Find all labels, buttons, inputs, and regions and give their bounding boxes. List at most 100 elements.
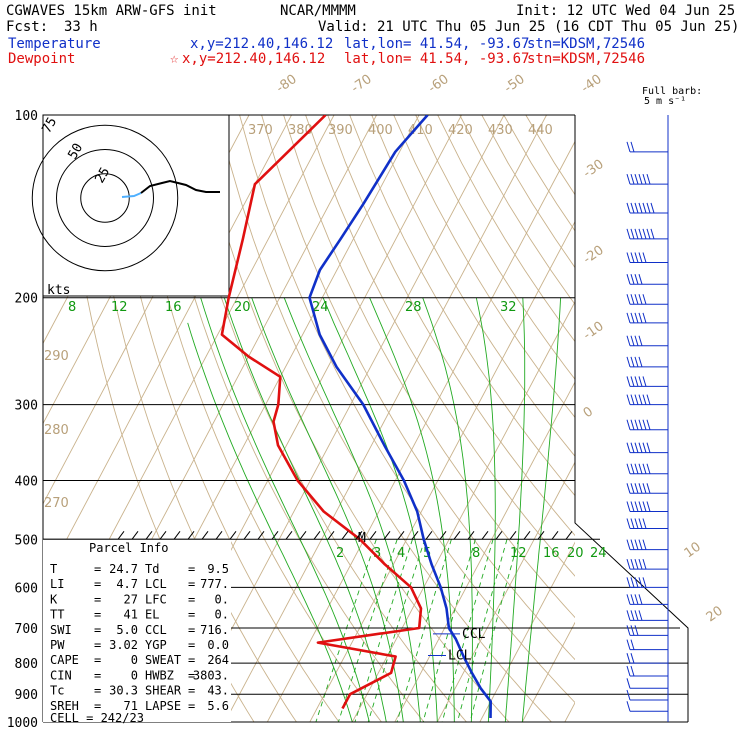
barb-flag <box>630 559 635 570</box>
barb-flag <box>638 228 643 240</box>
barb-flag <box>642 518 647 529</box>
barb-flag <box>642 559 647 570</box>
barb-flag <box>638 577 643 588</box>
mixing-ratio-upper-3: 20 <box>234 300 251 315</box>
mixing-ratio-lower-7: 20 <box>567 546 584 561</box>
barb-flag <box>642 483 647 494</box>
parcel-val2-0: 9.5 <box>207 562 229 576</box>
parcel-val2-9: 5.6 <box>207 699 229 713</box>
hatch-mark <box>187 530 195 540</box>
barb-flag <box>638 174 643 185</box>
barb-flag <box>630 539 635 550</box>
wind-barb <box>626 442 668 454</box>
barb-flag <box>630 577 635 588</box>
barb-flag <box>630 501 635 512</box>
parcel-val-7: 0 <box>131 668 138 682</box>
legend-dewpoint-marker: ☆ <box>170 51 179 67</box>
dry-adiabat <box>107 115 340 722</box>
wind-barb <box>626 518 668 530</box>
mixing-ratio-upper-0: 8 <box>68 300 76 315</box>
hatch-mark <box>159 530 167 540</box>
parcel-val2-5: 0.0 <box>207 638 229 652</box>
parcel-eq-8: = <box>94 684 101 698</box>
barb-flag <box>642 376 647 387</box>
parcel-eq2-3: = <box>188 608 195 622</box>
barb-flag <box>650 202 655 214</box>
theta-label-top-7: 440 <box>528 123 553 138</box>
parcel-eq-1: = <box>94 577 101 591</box>
parcel-key-6: CAPE <box>50 653 79 667</box>
theta-label-top-4: 410 <box>408 123 433 138</box>
barb-flag <box>634 294 639 305</box>
wind-barb <box>626 376 668 387</box>
isotherm-label-9: 10 <box>682 539 704 561</box>
theta-label-left-0: 290 <box>44 349 69 364</box>
wind-barb <box>626 701 668 712</box>
legend-dewpoint-name: Dewpoint <box>8 51 76 67</box>
mixing-ratio-upper-1: 12 <box>111 300 128 315</box>
dry-adiabat <box>415 115 575 380</box>
barb-flag <box>634 625 639 636</box>
barb-flag <box>630 463 635 474</box>
barb-flag <box>626 701 631 712</box>
barb-flag <box>634 501 639 512</box>
wind-barb <box>626 356 668 368</box>
hatch-mark <box>299 530 307 540</box>
wind-barb <box>626 678 668 689</box>
barb-flag <box>642 419 647 430</box>
legend-temperature-stn: stn=KDSM,72546 <box>527 36 646 52</box>
mixing-ratio-line <box>422 539 476 722</box>
parcel-cell: CELL = 242/23 <box>50 711 144 725</box>
barb-flag <box>642 577 647 588</box>
mixing-ratio-lower-8: 24 <box>590 546 607 561</box>
wind-barb <box>626 653 668 664</box>
parcel-key2-6: SWEAT <box>145 653 181 667</box>
wind-barb <box>626 483 668 494</box>
dry-adiabat <box>261 115 575 661</box>
wind-barb <box>626 463 668 475</box>
parcel-key-7: CIN <box>50 668 72 682</box>
pressure-label-3: 400 <box>15 474 38 489</box>
barb-flag <box>646 419 651 430</box>
barb-flag <box>634 559 639 570</box>
barb-flag <box>626 442 631 453</box>
barb-flag <box>638 356 643 368</box>
theta-label-top-5: 420 <box>448 123 473 138</box>
barb-flag <box>634 174 639 185</box>
mixing-ratio-line <box>441 539 494 722</box>
barb-flag <box>634 274 639 285</box>
barb-flag <box>626 202 631 214</box>
mixing-ratio-lower-6: 16 <box>543 546 560 561</box>
barb-flag <box>634 594 639 605</box>
dewpoint-trace <box>220 115 423 710</box>
hatch-mark <box>131 530 139 540</box>
hatch-mark <box>397 530 405 540</box>
mixing-ratio-line <box>456 539 508 722</box>
mixing-ratio-lower-0: 2 <box>336 546 344 561</box>
mixing-ratio-line <box>337 539 398 722</box>
legend-temperature-latlon: lat,lon= 41.54, -93.67 <box>344 36 530 52</box>
fcst-label: Fcst: <box>6 19 49 35</box>
pressure-label-8: 900 <box>15 688 38 703</box>
barb-flag <box>638 442 643 453</box>
wind-barb <box>626 335 668 347</box>
mixing-ratio-line <box>469 539 520 722</box>
barb-flag <box>630 228 635 240</box>
wind-barb <box>626 594 668 605</box>
mixing-ratio-lower-1: 3 <box>373 546 381 561</box>
barb-flag <box>626 678 631 689</box>
barb-flag <box>630 356 635 368</box>
barb-flag <box>634 335 639 346</box>
hodograph-box <box>42 114 230 297</box>
hatch-mark <box>285 530 293 540</box>
parcel-val2-7: 3803. <box>193 668 229 682</box>
wind-barb <box>626 610 668 621</box>
barb-flag <box>646 394 651 405</box>
parcel-val2-1: 777. <box>200 577 229 591</box>
barb-flag <box>642 202 647 214</box>
barb-flag <box>630 442 635 453</box>
barb-flag <box>630 312 635 323</box>
parcel-val-9: 71 <box>124 699 138 713</box>
barb-flag <box>646 501 651 512</box>
hatch-mark <box>495 530 503 540</box>
